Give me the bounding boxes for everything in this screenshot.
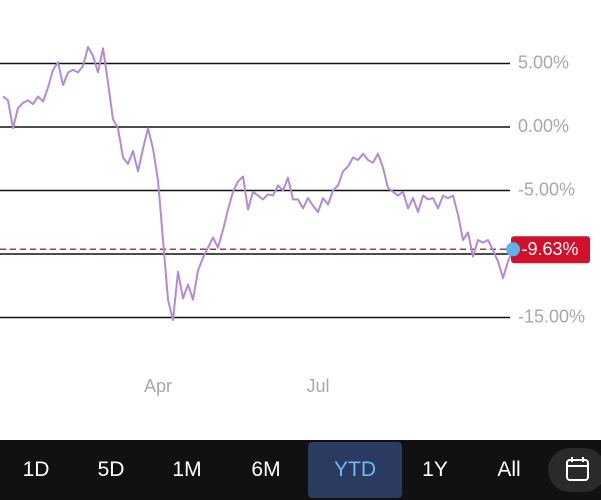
y-tick-label: -5.00% (518, 179, 575, 199)
range-button[interactable]: 1D (22, 458, 50, 481)
range-button[interactable]: 1Y (422, 458, 448, 481)
last-value-label: -9.63% (521, 239, 578, 259)
y-tick-label: 0.00% (518, 116, 569, 136)
x-tick-label: Jul (306, 376, 329, 396)
calendar-button[interactable] (548, 448, 601, 492)
range-bar: 1D 5D 1M 6M YTD 1Y All (0, 440, 601, 500)
y-tick-label: -15.00% (518, 306, 585, 326)
range-button[interactable]: 6M (251, 458, 281, 481)
y-tick-label: 5.00% (518, 52, 569, 72)
x-tick-label: Apr (144, 376, 172, 396)
calendar-icon (566, 457, 589, 481)
price-line (2, 46, 514, 321)
range-button[interactable]: 5D (97, 458, 125, 481)
range-button[interactable]: All (497, 458, 521, 481)
range-button[interactable]: YTD (308, 442, 402, 498)
range-button[interactable]: 1M (172, 458, 202, 481)
chart: 5.00%0.00%-5.00%-10.00%-15.00%AprJul-9.6… (0, 46, 590, 396)
last-value-dot (506, 242, 520, 257)
last-value-badge (511, 236, 590, 264)
